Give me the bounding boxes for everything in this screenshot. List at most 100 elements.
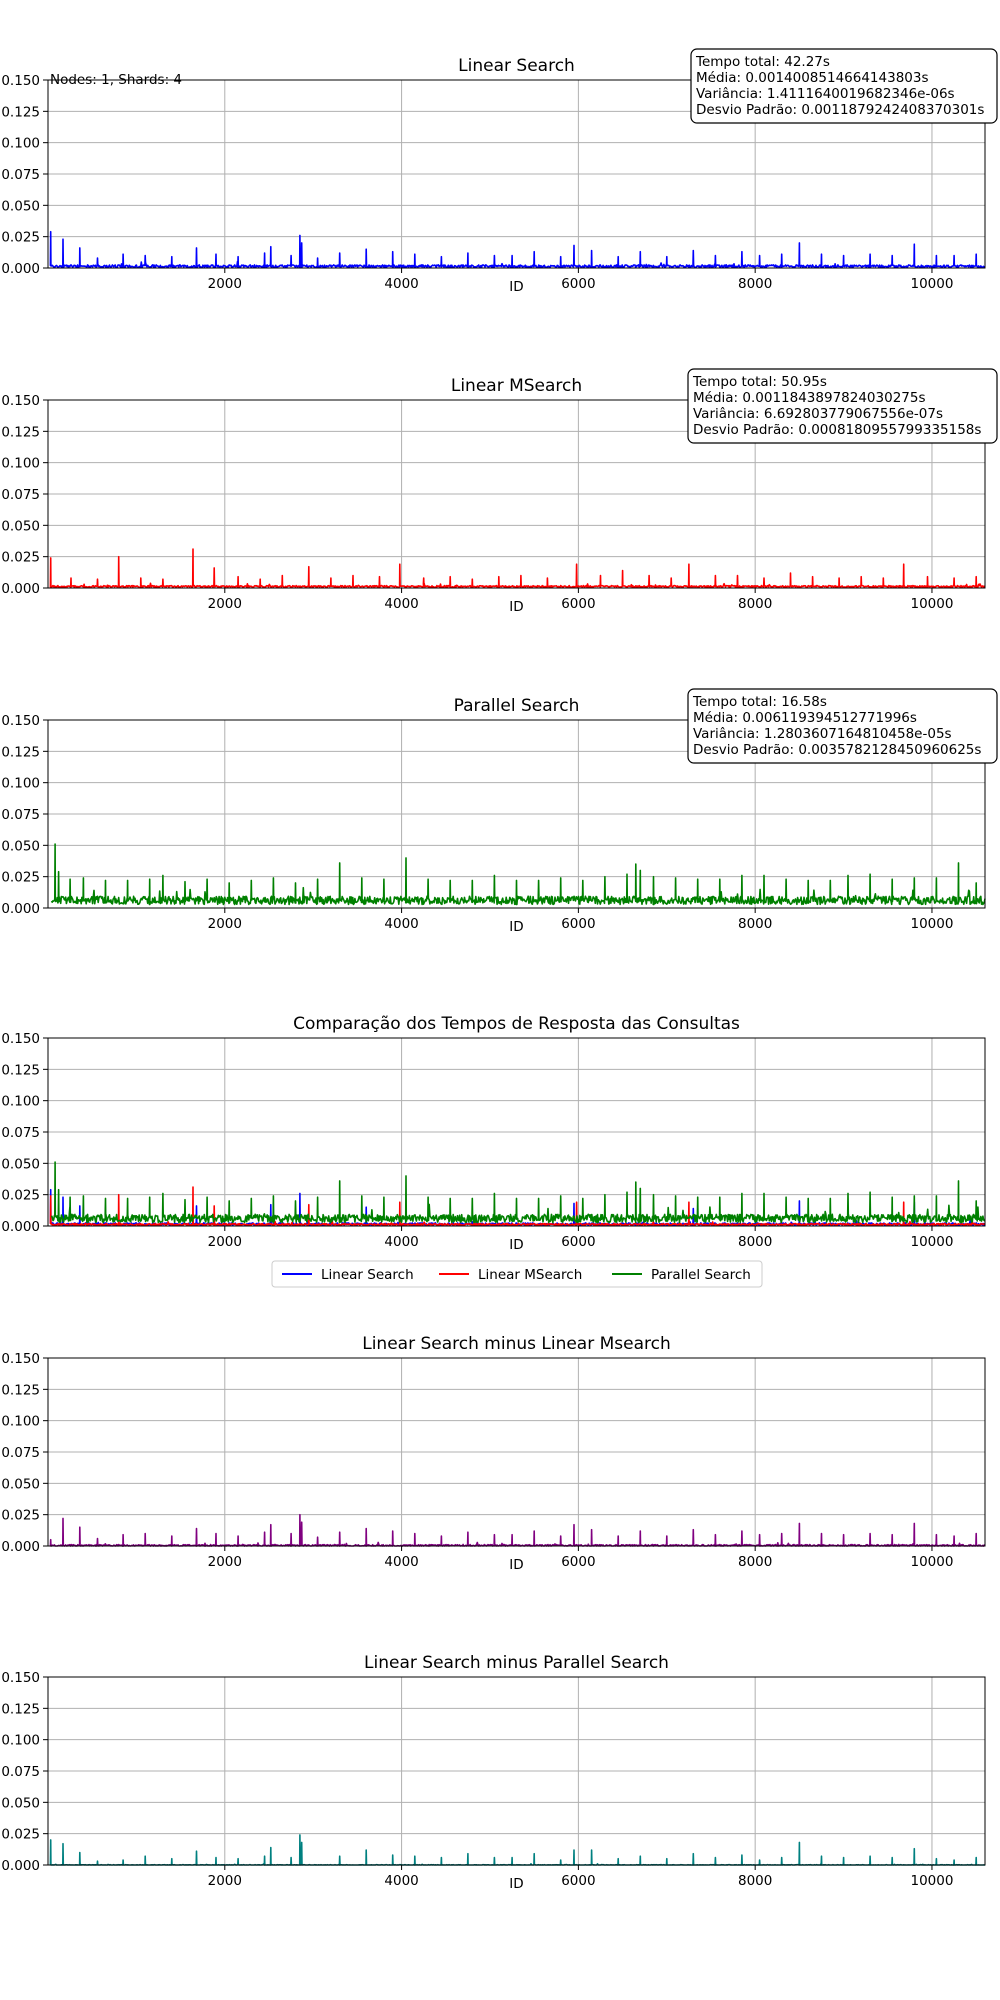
y-tick-label: 0.125 [1,424,40,440]
y-tick-label: 0.150 [1,1351,40,1367]
x-tick-label: 10000 [910,1234,953,1250]
x-tick-label: 6000 [561,1234,595,1250]
series-line-1 [50,843,986,906]
stats-box-line: Desvio Padrão: 0.0008180955799335158s [693,422,981,438]
y-tick-label: 0.050 [1,198,40,214]
y-tick-label: 0.100 [1,776,40,792]
y-tick-label: 0.050 [1,518,40,534]
y-tick-label: 0.150 [1,1670,40,1686]
x-tick-label: 8000 [738,1554,772,1570]
x-tick-label: 10000 [910,916,953,932]
stats-box-line: Média: 0.0011843897824030275s [693,390,926,406]
y-tick-label: 0.075 [1,167,40,183]
y-tick-label: 0.000 [1,1219,40,1235]
y-tick-label: 0.050 [1,838,40,854]
chart-title: Linear Search minus Linear Msearch [362,1334,671,1354]
x-axis-label: ID [509,1557,523,1573]
y-tick-label: 0.100 [1,1414,40,1430]
y-tick-label: 0.000 [1,261,40,277]
y-tick-label: 0.100 [1,1733,40,1749]
y-tick-label: 0.025 [1,1827,40,1843]
stats-box [687,688,998,764]
y-tick-label: 0.000 [1,901,40,917]
stats-box-line: Variância: 6.692803779067556e-07s [693,406,943,422]
x-tick-label: 6000 [561,916,595,932]
y-tick-label: 0.025 [1,550,40,566]
stats-box-line: Variância: 1.4111640019682346e-06s [696,86,955,102]
x-tick-label: 4000 [384,1873,418,1889]
y-tick-label: 0.000 [1,1858,40,1874]
x-tick-label: 8000 [738,276,772,292]
y-tick-label: 0.150 [1,713,40,729]
x-axis-label: ID [509,599,523,615]
y-tick-label: 0.075 [1,807,40,823]
chart-panel-3: Parallel Search 0.000 0.025 0.050 0.075 0.100… [1,688,998,935]
x-tick-label: 8000 [738,596,772,612]
x-tick-label: 2000 [208,596,242,612]
series-line-1 [49,1513,986,1547]
y-tick-label: 0.050 [1,1795,40,1811]
y-tick-label: 0.075 [1,1125,40,1141]
series-line-1 [49,548,986,589]
y-tick-label: 0.125 [1,1382,40,1398]
x-tick-label: 2000 [208,1554,242,1570]
x-tick-label: 8000 [738,1873,772,1889]
y-tick-label: 0.100 [1,136,40,152]
x-tick-label: 2000 [208,1873,242,1889]
x-tick-label: 6000 [561,1554,595,1570]
chart-title: Comparação dos Tempos de Resposta das Co… [293,1014,740,1034]
chart-panel-5: Linear Search minus Linear Msearch 0.000 0… [1,1334,986,1573]
series-line-1 [49,1834,986,1866]
x-tick-label: 4000 [384,276,418,292]
x-tick-label: 4000 [384,596,418,612]
x-tick-label: 6000 [561,596,595,612]
y-tick-label: 0.150 [1,73,40,89]
x-tick-label: 10000 [910,596,953,612]
legend-label: Parallel Search [651,1267,751,1283]
x-tick-label: 6000 [561,276,595,292]
legend-label: Linear Search [321,1267,414,1283]
chart-title: Linear Search [458,56,575,76]
stats-box-line: Desvio Padrão: 0.0011879242408370301s [696,102,984,118]
x-tick-label: 6000 [561,1873,595,1889]
stats-box-line: Tempo total: 50.95s [692,374,827,390]
x-tick-label: 2000 [208,1234,242,1250]
y-tick-label: 0.075 [1,1445,40,1461]
chart-panel-6: Linear Search minus Parallel Search 0.000… [1,1653,986,1892]
chart-panel-2: Linear MSearch 0.000 0.025 0.050 0.075 0.100 0… [1,368,998,615]
x-tick-label: 8000 [738,1234,772,1250]
chart-title: Linear MSearch [451,376,582,396]
y-tick-label: 0.150 [1,393,40,409]
chart-title: Parallel Search [454,696,580,716]
stats-box-line: Tempo total: 16.58s [692,694,827,710]
stats-box [687,368,998,444]
y-tick-label: 0.125 [1,1701,40,1717]
x-tick-label: 10000 [910,276,953,292]
y-tick-label: 0.000 [1,1539,40,1555]
y-tick-label: 0.075 [1,1764,40,1780]
chart-panel-1: Linear Search 0.000 0.025 0.050 0.075 0.100 0.… [1,48,998,295]
x-axis-label: ID [509,1237,523,1253]
y-tick-label: 0.050 [1,1156,40,1172]
series-line-linear-msearch [49,1186,986,1227]
x-tick-label: 8000 [738,916,772,932]
stats-box-line: Tempo total: 42.27s [695,54,830,70]
legend: Linear Search Linear MSearch Parallel Sear… [271,1260,763,1288]
series-line-1 [49,230,986,269]
y-tick-label: 0.150 [1,1031,40,1047]
x-tick-label: 2000 [208,916,242,932]
x-tick-label: 10000 [910,1873,953,1889]
x-tick-label: 2000 [208,276,242,292]
stats-box-line: Variância: 1.2803607164810458e-05s [693,726,952,742]
x-tick-label: 10000 [910,1554,953,1570]
y-tick-label: 0.075 [1,487,40,503]
y-tick-label: 0.025 [1,870,40,886]
x-axis-label: ID [509,279,523,295]
stats-box-line: Média: 0.0014008514664143803s [696,70,929,86]
y-tick-label: 0.100 [1,456,40,472]
chart-panel-4: Comparação dos Tempos de Resposta das Co… [1,1014,986,1288]
y-tick-label: 0.025 [1,1188,40,1204]
y-tick-label: 0.050 [1,1476,40,1492]
x-tick-label: 4000 [384,916,418,932]
